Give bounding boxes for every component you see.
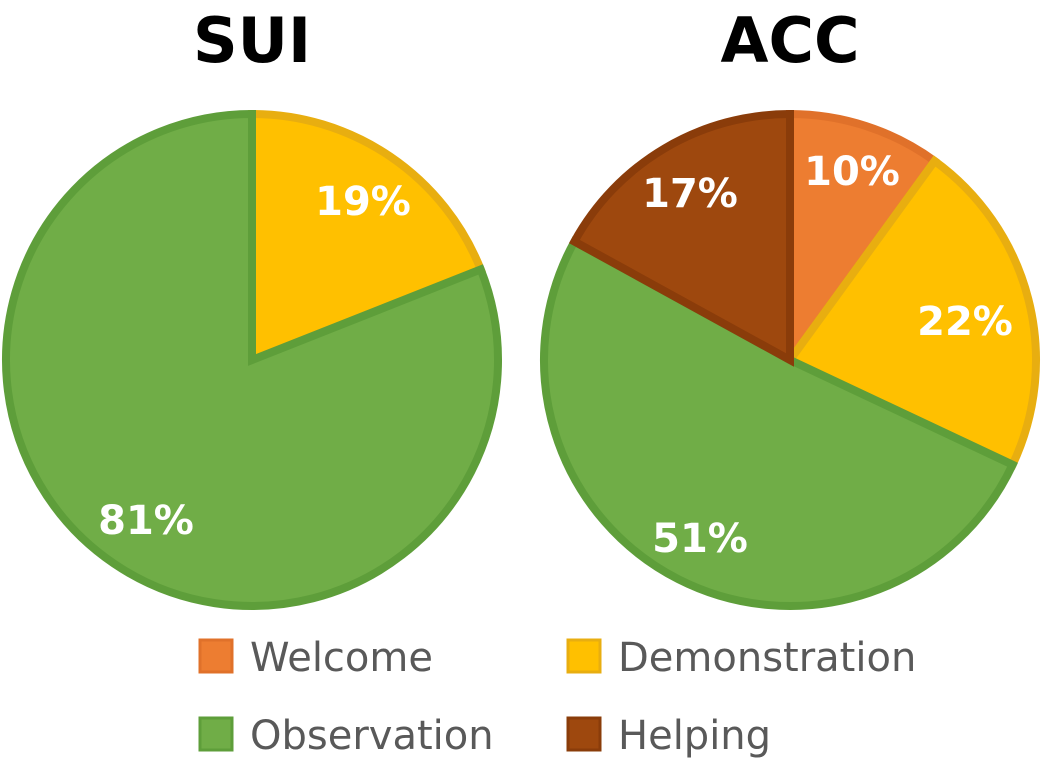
pie-slice-sui-observation xyxy=(2,109,503,610)
legend-swatch-demonstration xyxy=(566,638,602,674)
legend-item-helping: Helping xyxy=(566,713,771,759)
legend-item-welcome: Welcome xyxy=(198,635,433,681)
legend-label-welcome: Welcome xyxy=(250,635,433,681)
data-label-sui-demonstration: 19% xyxy=(315,179,411,225)
data-label-acc-demonstration: 22% xyxy=(917,299,1013,345)
data-label-sui-observation: 81% xyxy=(98,498,194,544)
pie-slice-acc-welcome xyxy=(786,109,941,373)
legend: Welcome Demonstration Observation Helping xyxy=(198,635,916,759)
pie-slices-sui xyxy=(2,109,503,610)
legend-swatch-welcome xyxy=(198,638,234,674)
chart-title-sui: SUI xyxy=(193,4,311,77)
pie-slices-acc xyxy=(540,109,1040,610)
pie-slice-acc-observation xyxy=(540,236,1018,610)
pie-slice-sui-demonstration xyxy=(248,109,486,366)
pie-labels-acc: 10% 22% 51% 17% xyxy=(642,149,1013,562)
legend-item-observation: Observation xyxy=(198,713,494,759)
legend-swatch-helping xyxy=(566,716,602,752)
pie-labels-sui: 19% 81% xyxy=(98,179,411,544)
data-label-acc-observation: 51% xyxy=(652,516,748,562)
legend-label-observation: Observation xyxy=(250,713,494,759)
data-label-acc-welcome: 10% xyxy=(804,149,900,195)
pie-chart-acc: ACC 10% 22% 51% 17% xyxy=(540,4,1040,610)
pie-chart-sui: SUI 19% 81% xyxy=(2,4,503,610)
legend-label-helping: Helping xyxy=(618,713,771,759)
legend-swatch-observation xyxy=(198,716,234,752)
chart-title-acc: ACC xyxy=(721,4,860,77)
legend-label-demonstration: Demonstration xyxy=(618,635,916,681)
pie-slice-acc-helping xyxy=(568,109,794,367)
legend-item-demonstration: Demonstration xyxy=(566,635,916,681)
data-label-acc-helping: 17% xyxy=(642,171,738,217)
